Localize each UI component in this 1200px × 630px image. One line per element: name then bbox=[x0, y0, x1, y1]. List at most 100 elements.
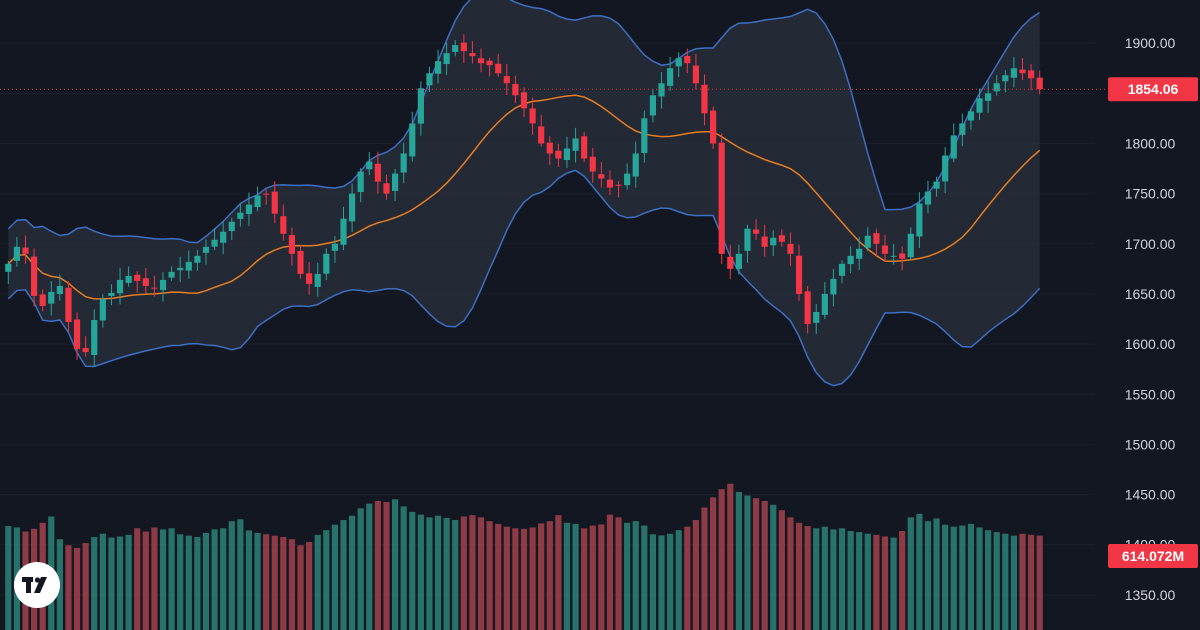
volume-bar bbox=[546, 521, 553, 630]
volume-bar bbox=[366, 503, 373, 630]
volume-bar bbox=[357, 508, 364, 630]
volume-bar bbox=[692, 520, 699, 630]
volume-bar bbox=[555, 515, 562, 630]
candle-body bbox=[434, 61, 442, 74]
candle-body bbox=[899, 253, 906, 259]
candle-body bbox=[495, 63, 502, 74]
volume-bar bbox=[632, 521, 639, 630]
candle-body bbox=[177, 267, 184, 271]
volume-bar bbox=[881, 536, 889, 630]
volume-bars bbox=[5, 483, 1043, 630]
volume-bar bbox=[426, 517, 433, 630]
volume-bar bbox=[331, 524, 339, 630]
candle-body bbox=[477, 58, 485, 64]
candle-body bbox=[288, 235, 296, 254]
candle-body bbox=[271, 191, 278, 214]
candle-body bbox=[443, 53, 450, 65]
volume-bar bbox=[804, 526, 811, 630]
volume-bar bbox=[778, 510, 785, 630]
price-tick-label: 1700.00 bbox=[1125, 236, 1176, 252]
volume-bar bbox=[942, 524, 949, 630]
candlesticks bbox=[5, 34, 1043, 367]
candle-body bbox=[606, 179, 614, 188]
candle-body bbox=[598, 174, 605, 179]
volume-bar bbox=[245, 530, 253, 630]
price-tick-label: 1450.00 bbox=[1125, 487, 1176, 503]
candle-body bbox=[245, 204, 253, 215]
candle-body bbox=[649, 95, 657, 116]
volume-bar bbox=[709, 497, 717, 630]
volume-bar bbox=[718, 489, 725, 630]
candle-body bbox=[684, 56, 691, 64]
volume-bar bbox=[151, 527, 158, 630]
candle-body bbox=[1028, 70, 1035, 79]
candle-body bbox=[581, 136, 588, 159]
tradingview-logo-icon bbox=[22, 577, 47, 593]
upper-band-line bbox=[7, 0, 1041, 244]
candle-body bbox=[563, 148, 571, 161]
candle-body bbox=[881, 245, 889, 254]
candle-body bbox=[778, 235, 785, 242]
volume-bar bbox=[383, 502, 390, 630]
volume-bar bbox=[675, 530, 682, 630]
candle-body bbox=[306, 273, 313, 284]
candle-body bbox=[813, 311, 820, 323]
volume-bar bbox=[5, 526, 12, 630]
candle-body bbox=[752, 229, 760, 234]
candle-body bbox=[357, 171, 364, 192]
volume-bar bbox=[168, 528, 175, 630]
candle-body bbox=[228, 221, 235, 232]
volume-bar bbox=[916, 513, 923, 630]
candle-body bbox=[314, 273, 321, 287]
volume-bar bbox=[993, 532, 1000, 630]
candle-body bbox=[237, 212, 244, 219]
volume-bar bbox=[314, 534, 321, 630]
candle-body bbox=[555, 150, 562, 159]
volume-bar bbox=[486, 521, 493, 630]
candle-body bbox=[280, 216, 287, 234]
volume-bar bbox=[1028, 534, 1035, 630]
candle-body bbox=[512, 83, 519, 96]
volume-bar bbox=[340, 520, 347, 630]
volume-bar bbox=[177, 534, 184, 630]
volume-bar bbox=[770, 504, 777, 630]
candle-body bbox=[159, 279, 167, 291]
volume-bar bbox=[503, 526, 510, 630]
volume-bar bbox=[306, 541, 313, 630]
candle-body bbox=[692, 65, 699, 84]
volume-bar bbox=[288, 539, 296, 630]
volume-bar bbox=[202, 532, 210, 630]
candle-body bbox=[873, 233, 880, 244]
volume-bar bbox=[641, 525, 648, 630]
volume-bar bbox=[581, 528, 588, 630]
band-fill bbox=[8, 0, 1040, 386]
candle-body bbox=[22, 247, 29, 254]
candle-body bbox=[546, 142, 553, 154]
volume-bar bbox=[761, 500, 768, 630]
volume-bar bbox=[452, 520, 459, 630]
volume-bar bbox=[787, 517, 794, 630]
candle-body bbox=[452, 45, 459, 52]
volume-bar bbox=[598, 524, 605, 630]
candle-body bbox=[116, 279, 124, 294]
candle-body bbox=[520, 92, 528, 109]
candle-body bbox=[856, 248, 863, 259]
volume-bar bbox=[280, 537, 287, 630]
candle-body bbox=[73, 319, 81, 350]
volume-bar bbox=[907, 517, 914, 630]
candle-body bbox=[795, 255, 803, 294]
candle-body bbox=[134, 274, 141, 281]
price-tick-label: 1350.00 bbox=[1125, 587, 1176, 603]
last-price-text: 1854.06 bbox=[1128, 81, 1179, 97]
candle-body bbox=[529, 108, 536, 124]
volume-bar bbox=[1010, 535, 1018, 630]
volume-bar bbox=[417, 514, 424, 630]
candle-body bbox=[1036, 77, 1043, 90]
candle-body bbox=[5, 263, 12, 272]
tradingview-logo[interactable] bbox=[14, 562, 60, 608]
candle-body bbox=[469, 53, 476, 57]
volume-bar bbox=[409, 511, 416, 630]
candle-body bbox=[297, 250, 304, 274]
candle-body bbox=[787, 243, 794, 254]
